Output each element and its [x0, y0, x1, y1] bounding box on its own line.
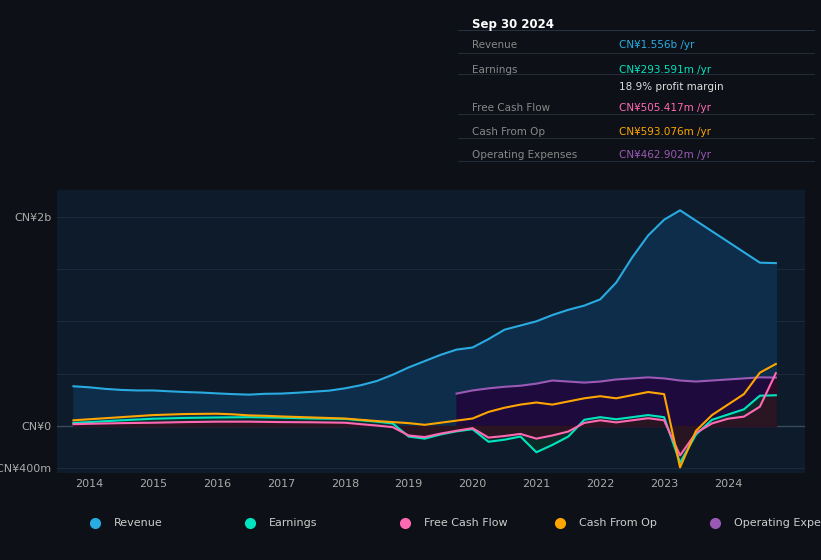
Text: Earnings: Earnings — [268, 517, 317, 528]
Text: Operating Expenses: Operating Expenses — [472, 150, 578, 160]
Text: 18.9% profit margin: 18.9% profit margin — [619, 82, 723, 92]
Text: CN¥293.591m /yr: CN¥293.591m /yr — [619, 66, 711, 76]
Text: Cash From Op: Cash From Op — [579, 517, 657, 528]
Text: Operating Expenses: Operating Expenses — [734, 517, 821, 528]
Text: Earnings: Earnings — [472, 66, 518, 76]
Text: CN¥593.076m /yr: CN¥593.076m /yr — [619, 127, 711, 137]
Text: CN¥505.417m /yr: CN¥505.417m /yr — [619, 103, 711, 113]
Text: Revenue: Revenue — [113, 517, 163, 528]
Text: CN¥462.902m /yr: CN¥462.902m /yr — [619, 150, 711, 160]
Text: Free Cash Flow: Free Cash Flow — [472, 103, 551, 113]
Text: Cash From Op: Cash From Op — [472, 127, 545, 137]
Text: Revenue: Revenue — [472, 40, 517, 50]
Text: Sep 30 2024: Sep 30 2024 — [472, 17, 554, 31]
Text: CN¥1.556b /yr: CN¥1.556b /yr — [619, 40, 695, 50]
Text: Free Cash Flow: Free Cash Flow — [424, 517, 507, 528]
